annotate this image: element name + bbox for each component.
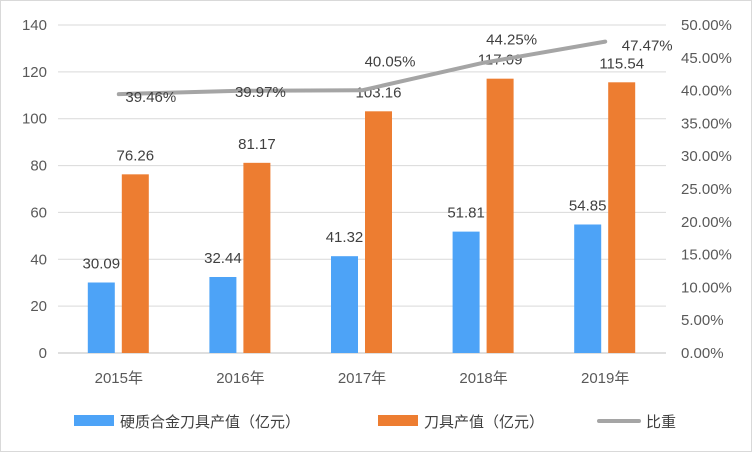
legend-tool-swatch xyxy=(378,415,418,426)
y-right-tick-label: 50.00% xyxy=(681,17,732,34)
y-left-tick-label: 0 xyxy=(39,345,47,362)
carbide-data-label: 30.09 xyxy=(83,256,121,273)
bar-carbide-tool-value xyxy=(87,282,115,353)
y-left-tick-label: 80 xyxy=(30,158,47,175)
y-right-tick-label: 35.00% xyxy=(681,115,732,132)
carbide-data-label: 51.81 xyxy=(447,205,485,222)
y-left-tick-label: 60 xyxy=(30,204,47,221)
legend-ratio-label: 比重 xyxy=(646,414,676,431)
tool-data-label: 76.26 xyxy=(117,147,155,164)
x-tick-label: 2018年 xyxy=(459,370,507,387)
bar-carbide-tool-value xyxy=(331,256,358,353)
bar-tool-value xyxy=(121,174,149,353)
y-right-tick-label: 20.00% xyxy=(681,214,732,231)
carbide-data-label: 54.85 xyxy=(569,197,607,214)
y-left-tick-label: 120 xyxy=(22,64,47,81)
legend-carbide-label: 硬质合金刀具产值（亿元） xyxy=(120,414,300,431)
y-left-tick-label: 20 xyxy=(30,298,47,315)
y-right-tick-label: 0.00% xyxy=(681,345,724,362)
y-left-tick-label: 40 xyxy=(30,251,47,268)
bar-tool-value xyxy=(243,162,271,353)
legend-tool-label: 刀具产值（亿元） xyxy=(424,414,544,431)
ratio-data-label: 39.46% xyxy=(125,89,176,106)
y-left-tick-label: 140 xyxy=(22,17,47,34)
y-left-tick-label: 100 xyxy=(22,111,47,128)
ratio-data-label: 44.25% xyxy=(486,32,537,49)
bar-tool-value xyxy=(608,82,636,354)
bar-carbide-tool-value xyxy=(574,224,602,353)
bar-tool-value xyxy=(365,111,392,354)
ratio-data-label: 40.05% xyxy=(365,53,416,70)
ratio-data-label: 39.97% xyxy=(235,84,286,101)
bar-tool-value xyxy=(486,78,514,353)
carbide-data-label: 32.44 xyxy=(204,250,242,267)
ratio-data-label: 47.47% xyxy=(622,38,673,55)
y-right-tick-label: 5.00% xyxy=(681,312,724,329)
y-right-tick-label: 45.00% xyxy=(681,50,732,67)
y-right-tick-label: 40.00% xyxy=(681,83,732,100)
tool-data-label: 115.54 xyxy=(599,55,644,72)
legend-carbide-swatch xyxy=(74,415,114,426)
x-tick-label: 2017年 xyxy=(338,370,386,387)
y-right-tick-label: 25.00% xyxy=(681,181,732,198)
x-tick-label: 2016年 xyxy=(216,370,264,387)
ratio-line xyxy=(116,39,608,97)
bar-carbide-tool-value xyxy=(209,276,237,353)
y-right-tick-label: 15.00% xyxy=(681,247,732,264)
carbide-data-label: 41.32 xyxy=(326,229,364,246)
x-tick-label: 2015年 xyxy=(95,370,143,387)
x-tick-label: 2019年 xyxy=(581,370,629,387)
bar-carbide-tool-value xyxy=(452,231,480,353)
y-right-tick-label: 30.00% xyxy=(681,148,732,165)
y-right-tick-label: 10.00% xyxy=(681,279,732,296)
tool-data-label: 81.17 xyxy=(238,136,276,153)
